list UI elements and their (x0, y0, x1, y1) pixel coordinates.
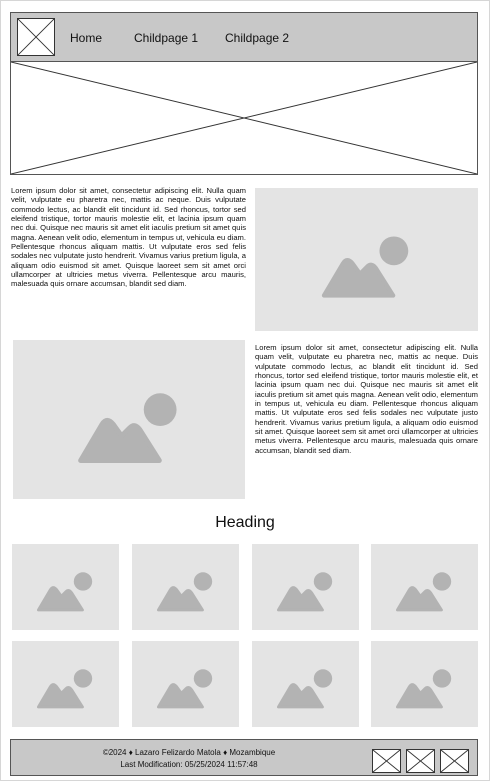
nav-link-childpage-1[interactable]: Childpage 1 (134, 31, 199, 45)
mountain-sun-image-icon (156, 572, 213, 612)
social-link-x-icon[interactable] (372, 749, 401, 773)
mountain-sun-image-icon (36, 572, 93, 612)
gallery-image[interactable] (371, 641, 478, 727)
mountain-sun-image-icon (276, 669, 333, 709)
logo-placeholder-icon[interactable] (17, 18, 55, 56)
gallery-image[interactable] (12, 641, 119, 727)
mountain-sun-image-icon (395, 572, 452, 612)
gallery-image[interactable] (252, 544, 359, 630)
gallery-heading: Heading (215, 514, 275, 531)
content-text-block-1: Lorem ipsum dolor sit amet, consectetur … (11, 186, 246, 289)
gallery-image[interactable] (132, 641, 239, 727)
hero-image-placeholder-icon (10, 61, 478, 175)
footer-copyright: ©2024 ♦ Lazaro Felizardo Matola ♦ Mozamb… (102, 748, 276, 757)
content-image-2 (13, 340, 245, 499)
mountain-sun-image-icon (276, 572, 333, 612)
gallery-image[interactable] (12, 544, 119, 630)
paragraph-1: Lorem ipsum dolor sit amet, consectetur … (11, 186, 246, 289)
site-footer: ©2024 ♦ Lazaro Felizardo Matola ♦ Mozamb… (10, 739, 478, 776)
paragraph-2: Lorem ipsum dolor sit amet, consectetur … (255, 343, 478, 455)
mountain-sun-image-icon (36, 669, 93, 709)
content-image-1 (255, 188, 478, 331)
gallery-image[interactable] (132, 544, 239, 630)
site-header: Home Childpage 1 Childpage 2 (10, 12, 478, 62)
mountain-sun-image-icon (395, 669, 452, 709)
content-text-block-2: Lorem ipsum dolor sit amet, consectetur … (255, 343, 478, 455)
gallery-image[interactable] (252, 641, 359, 727)
nav-link-home[interactable]: Home (70, 31, 103, 45)
mountain-sun-image-icon (321, 236, 409, 298)
mountain-sun-image-icon (156, 669, 213, 709)
gallery-image[interactable] (371, 544, 478, 630)
social-link-x-icon[interactable] (440, 749, 469, 773)
nav-link-childpage-2[interactable]: Childpage 2 (225, 31, 290, 45)
mountain-sun-image-icon (78, 393, 177, 463)
social-link-x-icon[interactable] (406, 749, 435, 773)
footer-last-modified: Last Modification: 05/25/2024 11:57:48 (120, 760, 258, 769)
